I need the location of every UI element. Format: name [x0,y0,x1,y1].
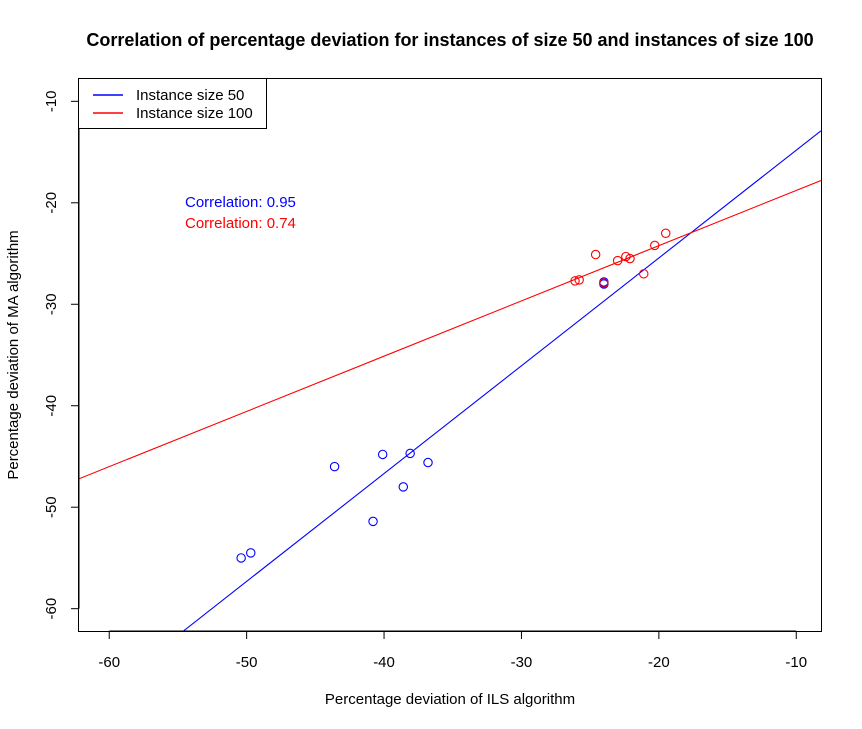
data-point-size-100 [638,269,649,279]
legend: Instance size 50 Instance size 100 [78,78,267,129]
y-tick-label: -30 [43,293,60,315]
data-point-size-50 [377,449,388,460]
data-point-size-50 [398,482,409,492]
plot-area-frame [78,78,822,632]
legend-label-instance-size-50: Instance size 50 [136,87,244,104]
legend-box [78,78,267,129]
data-point-size-100 [574,275,584,285]
x-axis: -60 -50 -40 -30 -20 -10 [98,630,807,671]
data-point-size-100 [612,255,623,266]
y-axis-label: Percentage deviation of MA algorithm [5,230,22,479]
data-point-size-50 [246,548,256,558]
x-tick-label: -30 [511,654,533,671]
correlation-label-size-100: Correlation: 0.74 [185,215,296,232]
x-tick-label: -40 [373,654,395,671]
correlation-label-size-50: Correlation: 0.95 [185,194,296,211]
x-axis-label: Percentage deviation of ILS algorithm [325,691,575,708]
y-tick-label: -20 [43,192,60,214]
fit-lines [79,130,821,631]
y-tick-label: -60 [43,598,60,620]
data-points [236,228,671,563]
data-point-size-50 [236,553,246,563]
data-point-size-50 [423,457,433,468]
y-axis: -10 -20 -30 -40 -50 -60 [43,90,80,620]
data-point-size-100 [599,278,609,288]
data-point-size-100 [625,253,635,264]
y-tick-label: -10 [43,90,60,112]
fit-line-size-100 [79,179,821,480]
data-point-size-100 [570,276,580,286]
x-tick-label: -20 [648,654,670,671]
data-point-size-100 [590,249,601,260]
y-tick-label: -50 [43,496,60,518]
data-point-size-100 [660,228,671,238]
fit-line-size-50 [183,130,821,631]
x-tick-label: -60 [98,654,120,671]
legend-label-instance-size-100: Instance size 100 [136,105,253,122]
data-point-size-100 [649,240,660,251]
x-tick-label: -10 [785,654,807,671]
data-point-size-50 [405,448,415,459]
data-point-size-50 [368,516,378,527]
x-tick-label: -50 [236,654,258,671]
chart-title: Correlation of percentage deviation for … [86,30,813,50]
data-point-size-50 [329,461,340,472]
y-tick-label: -40 [43,395,60,417]
